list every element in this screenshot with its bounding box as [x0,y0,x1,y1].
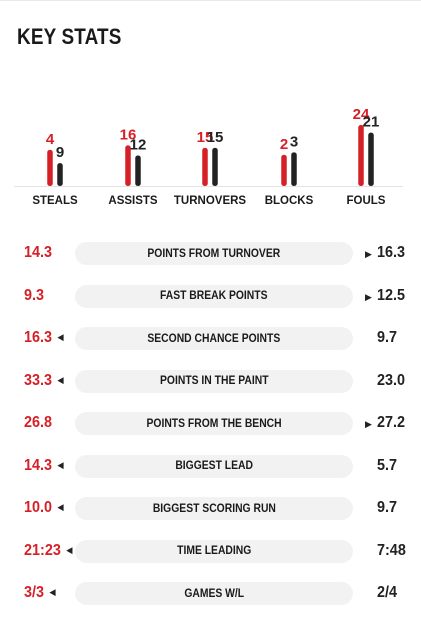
stat-left-value: 16.3 ◀ [24,329,64,347]
stat-row: 33.3 ◀ POINTS IN THE PAINT 23.0 [0,360,421,403]
bar-turnovers-team-b [212,147,218,186]
stat-left-value-text: 9.3 [24,286,45,304]
stat-right-value: 16.3 [377,244,406,261]
bar-value-fouls-team-b: 21 [363,114,380,131]
stat-right-value: 5.7 [377,456,398,474]
leader-left-arrow-icon: ◀ [57,374,64,385]
stat-right-value: 23.0 [377,371,406,389]
stat-label-pill: POINTS FROM TURNOVER [75,242,353,265]
leader-right-arrow-icon: ▶ [365,419,372,429]
bar-value-assists-team-a: 16 [120,126,137,143]
stat-label: TIME LEADING [176,545,252,557]
stat-row: 14.3 ◀ BIGGEST LEAD 5.7 [0,445,421,488]
bar-value-steals-team-a: 4 [46,131,55,148]
category-label-assists: ASSISTS [108,195,158,207]
stat-row: 9.3 FAST BREAK POINTS ▶ 12.5 [0,275,421,318]
bar-value-steals-team-b: 9 [56,144,64,161]
bar-value-turnovers-team-a: 15 [197,129,214,146]
leader-left-arrow-icon: ◀ [57,332,64,342]
stat-label-pill: BIGGEST LEAD [75,454,353,478]
stat-left-value: 33.3 ◀ [24,372,64,390]
stat-label-pill: GAMES W/L [75,582,353,605]
stat-left-value-text: 21:23 [24,541,61,559]
bar-value-assists-team-b: 12 [130,137,147,154]
stat-right-value: 9.7 [377,329,398,346]
stat-left-value: 26.8 [24,414,52,432]
stat-right-value: 9.7 [377,499,398,516]
stat-label-pill: TIME LEADING [75,539,353,563]
bar-steals-team-b [57,163,63,186]
top-divider [0,0,421,1]
stat-row: 14.3 POINTS FROM TURNOVER ▶ 16.3 [0,232,421,275]
bar-value-blocks-team-a: 2 [280,136,288,153]
stat-right-value: 12.5 [377,286,406,304]
stat-left-value-text: 26.8 [24,414,53,431]
leader-left-arrow-icon: ◀ [57,459,64,470]
leader-left-arrow-icon: ◀ [57,502,64,512]
stat-label: POINTS IN THE PAINT [159,375,269,387]
bar-fouls-team-b [368,132,374,186]
stat-label-pill: SECOND CHANCE POINTS [75,327,353,350]
stat-left-value: 21:23 ◀ [24,542,72,560]
stat-label-pill: BIGGEST SCORING RUN [75,497,353,520]
stat-label-pill: POINTS IN THE PAINT [75,369,353,393]
stat-left-value-text: 14.3 [24,456,53,474]
bar-value-fouls-team-a: 24 [353,106,370,123]
stat-label: GAMES W/L [184,587,244,600]
stat-left-value-text: 16.3 [24,329,53,346]
stat-left-value: 9.3 [24,287,44,305]
stat-right-value: 27.2 [377,414,406,431]
stat-label: SECOND CHANCE POINTS [147,332,281,345]
stat-row: 10.0 ◀ BIGGEST SCORING RUN 9.7 [0,487,421,530]
bar-assists-team-a [125,145,131,186]
bar-fouls-team-a [358,125,364,186]
stat-row: 3/3 ◀ GAMES W/L 2/4 [0,572,421,615]
stat-row: 26.8 POINTS FROM THE BENCH ▶ 27.2 [0,402,421,445]
stat-left-value-text: 3/3 [24,584,45,601]
stat-left-value-text: 14.3 [24,244,53,261]
leader-right-arrow-icon: ▶ [365,249,372,259]
stat-row: 21:23 ◀ TIME LEADING 7:48 [0,530,421,573]
bar-value-turnovers-team-b: 15 [207,129,224,146]
category-label-blocks: BLOCKS [265,195,314,207]
stat-right-value: 7:48 [377,541,406,559]
leader-right-arrow-icon: ▶ [365,291,372,302]
category-label-turnovers: TURNOVERS [174,195,247,207]
bar-steals-team-a [47,149,53,186]
bar-assists-team-b [135,155,141,186]
stat-left-value: 14.3 ◀ [24,457,64,475]
stat-label-pill: POINTS FROM THE BENCH [75,412,353,435]
stat-left-value: 14.3 [24,244,52,262]
stat-left-value: 10.0 ◀ [24,499,64,517]
bar-blocks-team-b [291,152,297,186]
page-title: KEY STATS [17,24,122,49]
stat-left-value: 3/3 ◀ [24,584,56,602]
stat-left-value-text: 33.3 [24,371,53,389]
stat-label: BIGGEST LEAD [175,460,253,472]
bar-value-blocks-team-b: 3 [290,133,298,150]
stat-row: 16.3 ◀ SECOND CHANCE POINTS 9.7 [0,317,421,360]
stat-label: FAST BREAK POINTS [160,290,268,302]
category-label-fouls: FOULS [347,195,386,207]
bar-turnovers-team-a [202,147,208,186]
stat-label-pill: FAST BREAK POINTS [75,284,353,308]
category-label-steals: STEALS [32,195,78,207]
leader-left-arrow-icon: ◀ [49,587,56,597]
stat-label: BIGGEST SCORING RUN [152,502,276,515]
stat-right-value: 2/4 [377,584,398,601]
stat-left-value-text: 10.0 [24,499,53,516]
leader-left-arrow-icon: ◀ [66,544,73,555]
bar-blocks-team-a [281,154,287,186]
stat-label: POINTS FROM TURNOVER [147,247,281,260]
stat-label: POINTS FROM THE BENCH [146,417,282,430]
